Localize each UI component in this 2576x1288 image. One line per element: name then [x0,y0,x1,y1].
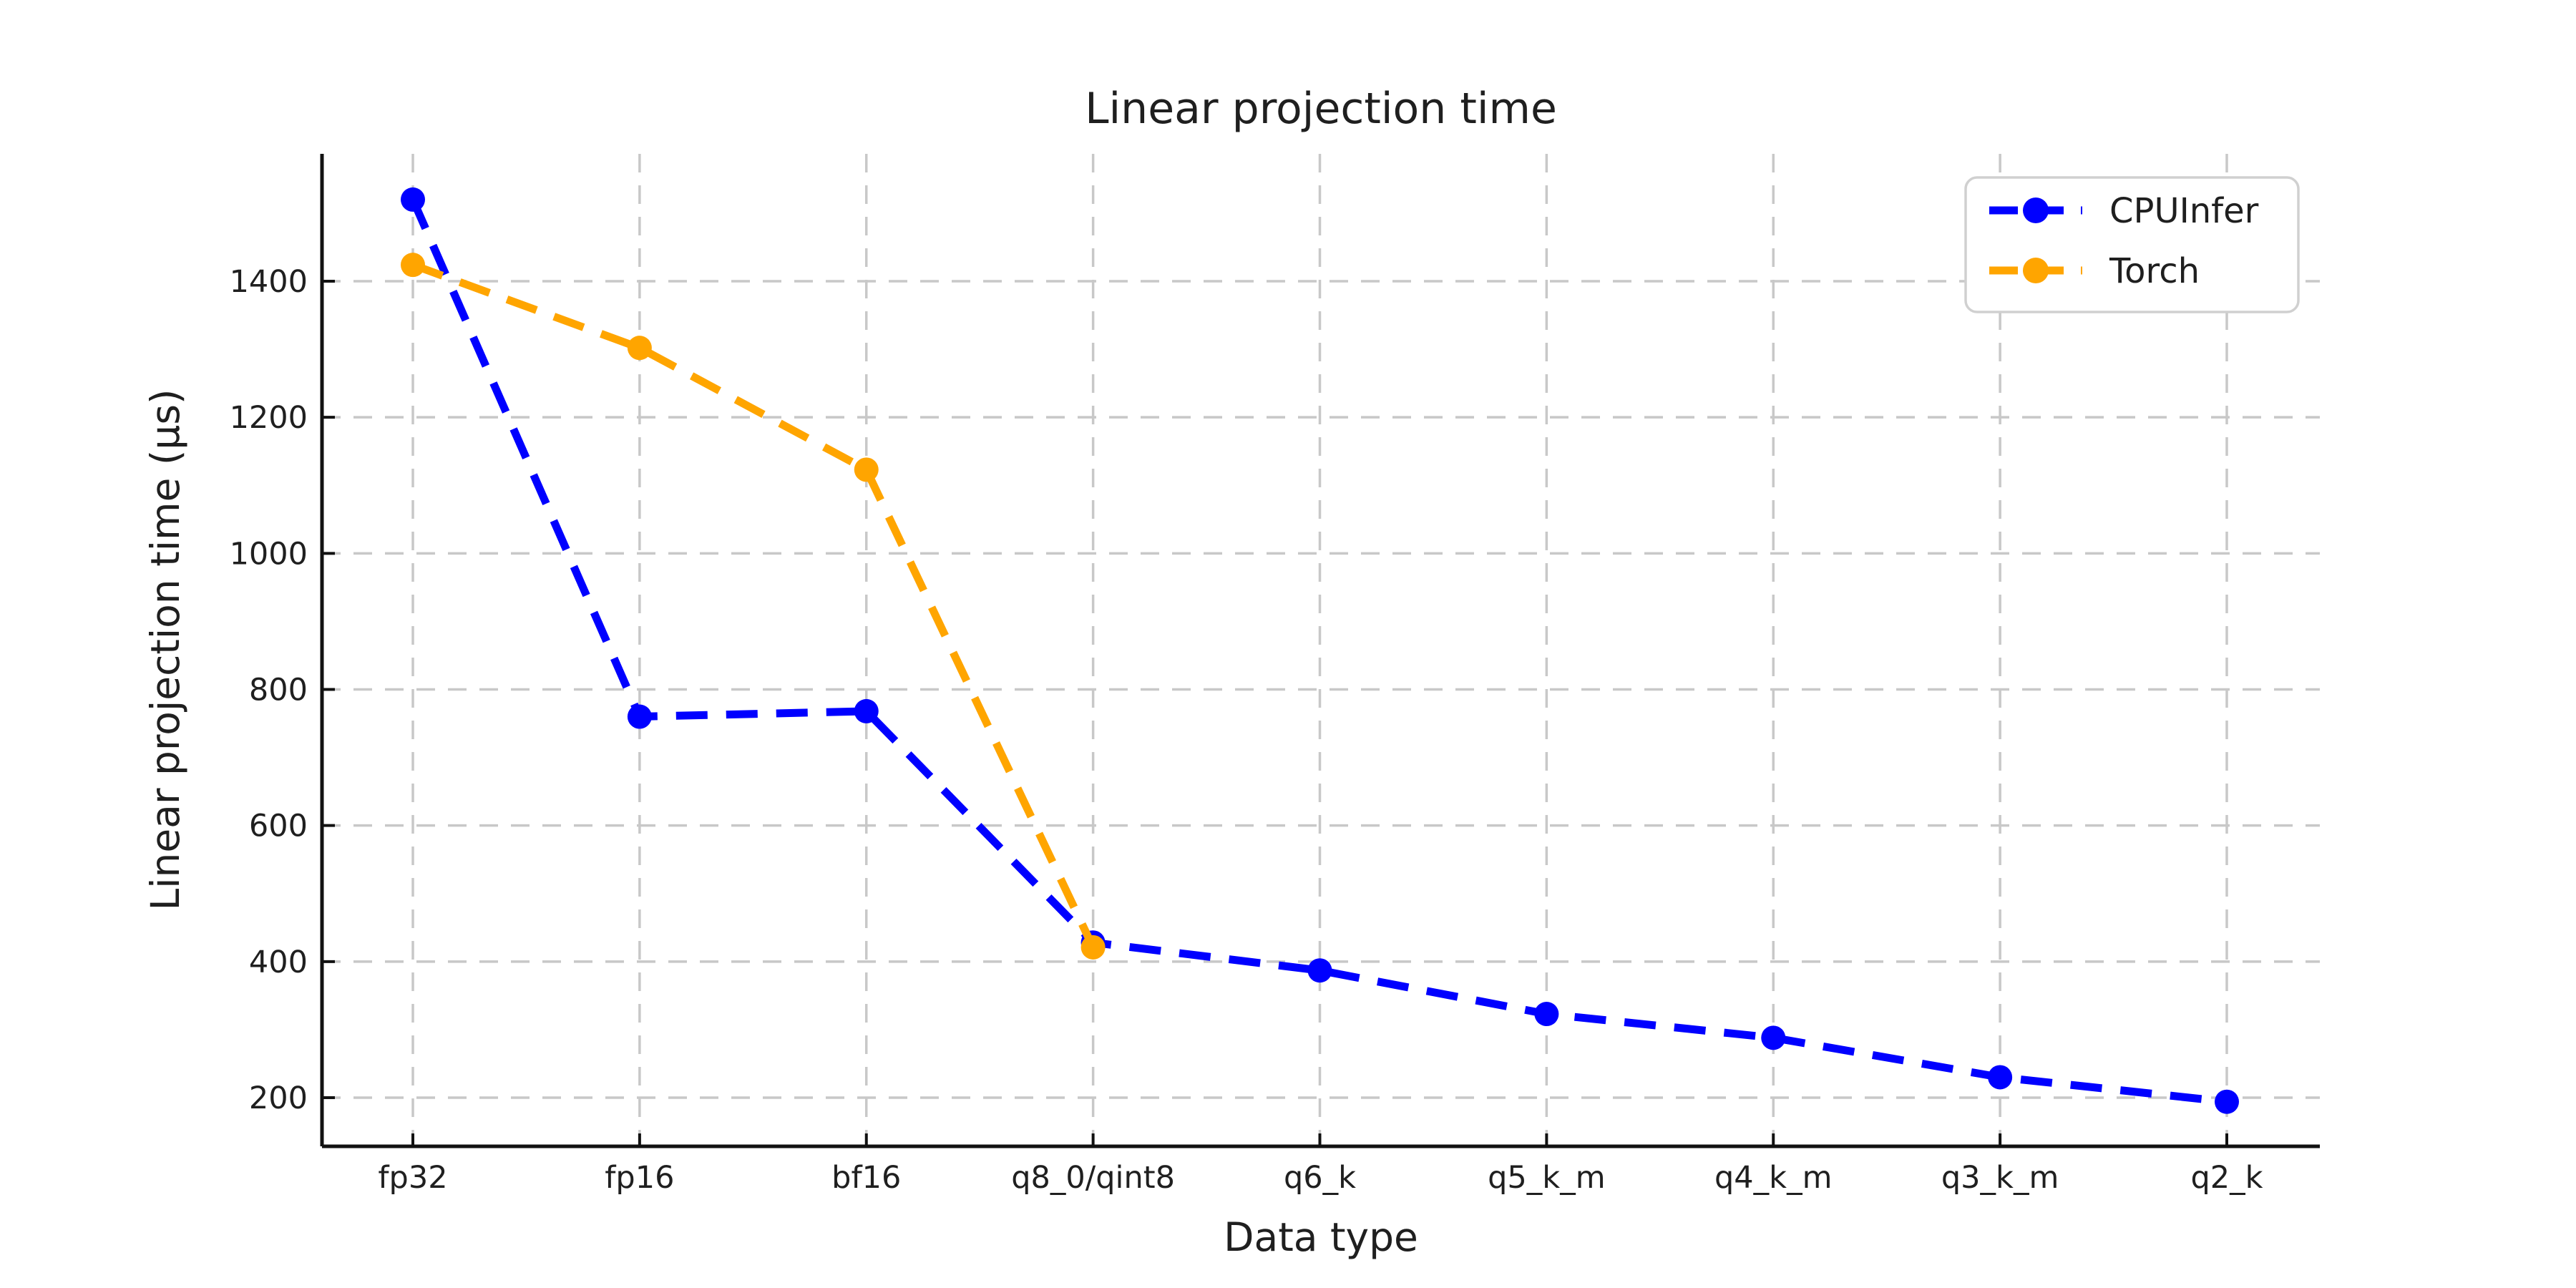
data-point-torch-fp16 [627,336,652,361]
x-tick-label: q4_k_m [1714,1160,1832,1196]
series-line-torch [411,261,1097,950]
x-tick-label: q2_k [2190,1160,2263,1196]
series-layer [401,187,2239,1114]
legend-label-cpuinfer: CPUInfer [2109,191,2259,231]
x-tick-label: q5_k_m [1488,1160,1605,1196]
x-tick-label: fp32 [378,1160,447,1196]
chart-title: Linear projection time [1085,84,1557,134]
data-point-torch-q8_0/qint8 [1080,935,1106,960]
data-point-torch-bf16 [854,457,879,482]
series-line-cpuinfer [409,197,2228,1106]
y-tick-label: 200 [249,1080,308,1116]
y-axis-label: Linear projection time (µs) [142,389,188,911]
y-tick-label: 1200 [230,400,308,436]
axes-layer [320,154,2320,1148]
y-tick-label: 1000 [230,536,308,572]
data-point-torch-fp32 [401,253,425,278]
x-tick-label: bf16 [831,1160,901,1196]
legend-label-torch: Torch [2109,251,2200,291]
x-tick-label: q6_k [1284,1160,1356,1196]
data-point-cpuinfer-q4_k_m [1761,1025,1786,1050]
data-point-cpuinfer-q5_k_m [1534,1002,1559,1027]
legend: CPUInfer Torch [1964,176,2300,313]
legend-marker-cpuinfer [2023,197,2049,223]
data-point-cpuinfer-bf16 [854,698,879,723]
legend-marker-torch [2023,258,2049,283]
y-tick-label: 800 [249,673,308,708]
data-point-cpuinfer-q6_k [1307,958,1332,983]
x-tick-label: q8_0/qint8 [1011,1160,1175,1196]
y-tick-label: 600 [249,809,308,844]
data-point-cpuinfer-q3_k_m [1988,1065,2013,1090]
x-axis-label: Data type [1224,1214,1418,1260]
data-point-cpuinfer-fp32 [401,187,425,212]
y-tick-label: 400 [249,945,308,980]
grid-layer [322,154,2320,1146]
y-tick-label: 1400 [230,264,308,300]
x-tick-label: fp16 [605,1160,674,1196]
data-point-cpuinfer-fp16 [627,704,652,729]
tick-label-layer: fp32 fp16 bf16 q8_0/qint8 q6_k q5_k_m q4_k_m q3… [230,264,2263,1196]
data-point-cpuinfer-q2_k [2215,1089,2239,1114]
x-tick-label: q3_k_m [1941,1160,2059,1196]
